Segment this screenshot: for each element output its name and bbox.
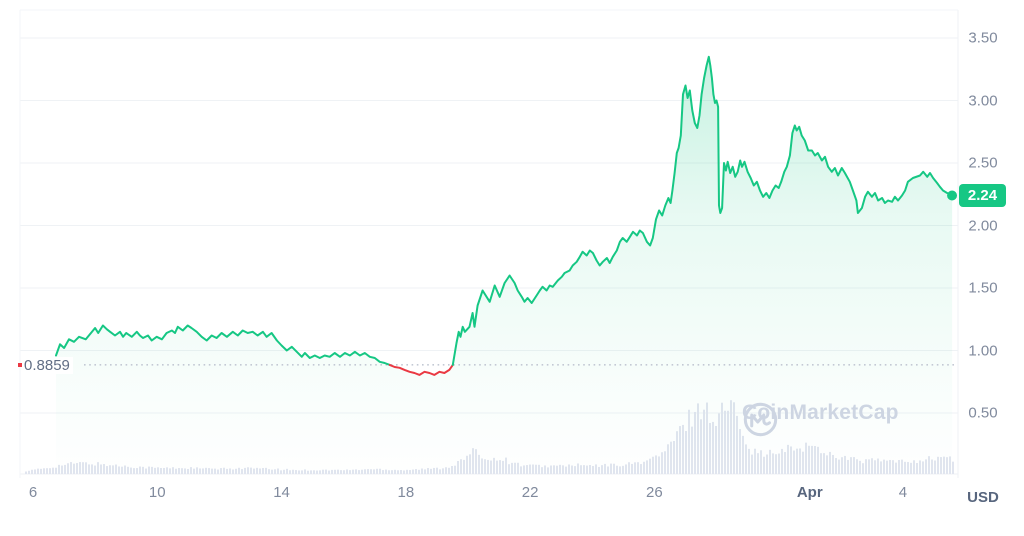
reference-price-label: 0.8859 — [24, 357, 73, 374]
y-axis-tick-label: 3.00 — [968, 92, 998, 109]
x-axis-tick-label: 22 — [521, 484, 539, 501]
currency-label: USD — [967, 489, 999, 506]
x-axis-tick-label: 4 — [898, 484, 908, 501]
price-line — [55, 55, 954, 376]
current-price-badge: 2.24 — [959, 184, 1006, 207]
y-axis-tick-label: 2.00 — [968, 217, 998, 234]
x-axis-tick-label: 14 — [273, 484, 290, 501]
x-axis-tick-label: 10 — [148, 484, 166, 501]
y-axis-tick-label: 2.50 — [968, 154, 998, 172]
x-axis-tick-label: 26 — [646, 484, 663, 501]
x-axis-tick-label: 6 — [28, 484, 38, 501]
y-axis-tick-label: 3.50 — [968, 29, 998, 47]
y-axis-tick-label: 1.00 — [968, 342, 998, 359]
y-axis-tick-label: 1.50 — [968, 279, 998, 297]
last-price-dot — [947, 190, 958, 201]
y-axis-tick-label: 0.50 — [968, 404, 998, 422]
x-axis-tick-label: 18 — [397, 484, 415, 501]
low-price-red-tick — [18, 363, 22, 367]
price-area-fill — [56, 56, 953, 475]
x-axis-tick-label: Apr — [796, 484, 823, 501]
